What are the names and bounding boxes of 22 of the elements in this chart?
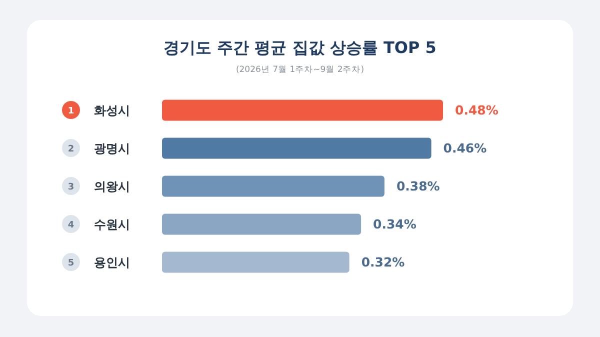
- rank-badge: 5: [62, 253, 80, 271]
- y-tick-label: 화성시: [94, 104, 130, 118]
- chart-subtitle: (2026년 7월 1주차~9월 2주차): [234, 64, 366, 76]
- data-label: 0.38%: [396, 178, 440, 194]
- y-tick-label: 광명시: [94, 142, 130, 156]
- y-tick-label: 용인시: [94, 256, 130, 270]
- bar: [162, 252, 350, 273]
- bar: [162, 100, 443, 121]
- y-tick-label: 수원시: [94, 218, 130, 232]
- bar: [162, 176, 384, 197]
- data-label: 0.32%: [361, 254, 406, 270]
- rank-badge: 2: [62, 139, 80, 157]
- bar: [162, 138, 432, 159]
- rank-badge: 4: [62, 215, 80, 233]
- bar: [162, 214, 362, 235]
- y-tick-label: 의왕시: [94, 180, 130, 194]
- rank-badge: 3: [62, 177, 80, 195]
- data-label: 0.48%: [455, 102, 499, 118]
- chart-title: 경기도 주간 평균 집값 상승률 TOP 5: [162, 38, 438, 59]
- data-label: 0.34%: [373, 216, 417, 232]
- data-label: 0.46%: [443, 140, 488, 156]
- rank-badge: 1: [62, 101, 80, 119]
